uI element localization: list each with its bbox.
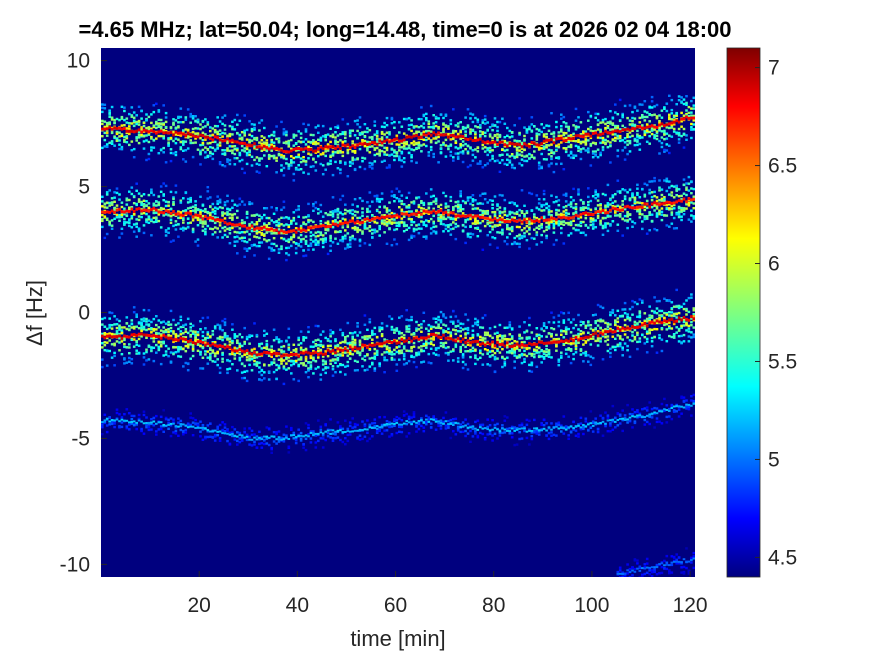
y-tick-label: -10 [60, 553, 90, 576]
trace-0-halo [101, 94, 695, 182]
y-axis-label: Δf [Hz] [22, 280, 47, 346]
trace-4-core [616, 557, 695, 575]
colorbar-tick-label: 7 [768, 57, 780, 80]
x-tick-label: 40 [286, 594, 309, 617]
trace-3-core [101, 402, 695, 441]
trace-2 [101, 288, 695, 386]
colorbar-tick-label: 6 [768, 253, 780, 276]
trace-2-core [101, 315, 695, 358]
y-axis-ticks: 10 5 0 -5 -10 [60, 50, 107, 576]
y-tick-label: 10 [67, 50, 90, 73]
colorbar-tick-label: 5.5 [768, 350, 797, 373]
trace-3-halo [101, 393, 695, 454]
colorbar-ticks: 7 6.5 6 5.5 5 4.5 [755, 57, 797, 569]
y-tick-label: -5 [71, 427, 90, 450]
x-axis-label: time [min] [350, 626, 445, 651]
trace-1 [101, 175, 695, 262]
colorbar-tick-label: 4.5 [768, 546, 797, 569]
trace-3 [101, 393, 695, 454]
x-tick-label: 60 [384, 594, 407, 617]
trace-1-core [101, 197, 695, 235]
x-tick-label: 120 [673, 594, 708, 617]
colorbar [726, 47, 761, 578]
y-tick-label: 5 [78, 176, 90, 199]
trace-0-core [101, 115, 695, 154]
x-tick-label: 80 [482, 594, 505, 617]
x-tick-label: 100 [574, 594, 609, 617]
x-axis-ticks: 20 40 60 80 100 120 [188, 571, 708, 617]
colorbar-tick-label: 6.5 [768, 155, 797, 178]
trace-0 [101, 94, 695, 182]
chart-title: =4.65 MHz; lat=50.04; long=14.48, time=0… [78, 17, 731, 42]
spectral-traces [101, 94, 695, 577]
colorbar-tick-label: 5 [768, 448, 780, 471]
y-tick-label: 0 [78, 302, 90, 325]
trace-4 [616, 547, 695, 577]
x-tick-label: 20 [188, 594, 211, 617]
